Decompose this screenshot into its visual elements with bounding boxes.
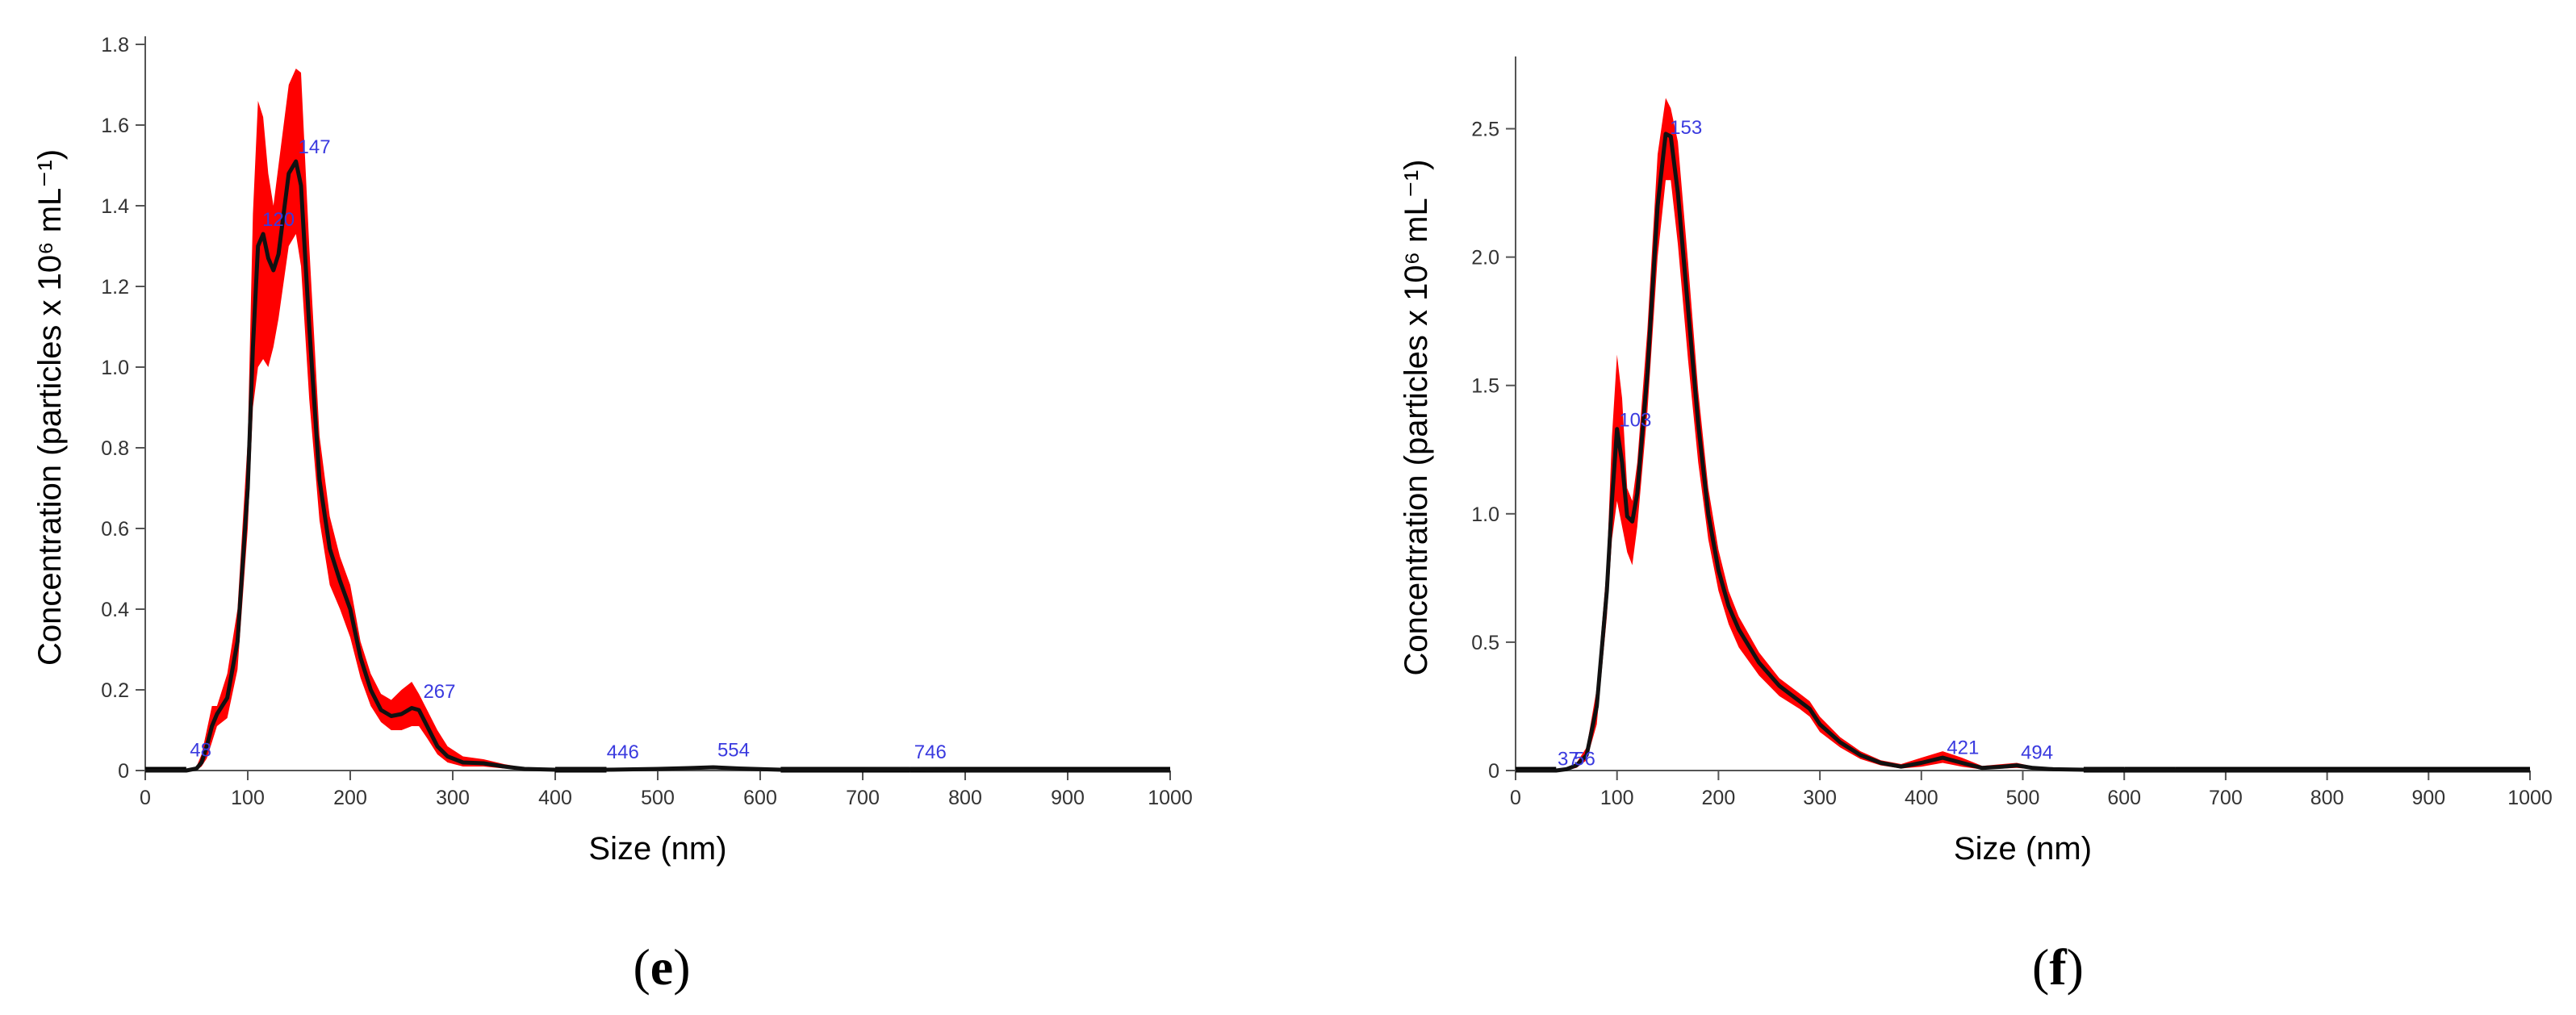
y-tick-label: 0.4 — [101, 599, 129, 621]
y-tick-label: 1.5 — [1471, 375, 1499, 398]
y-tick-label: 0.2 — [101, 679, 129, 702]
y-tick-label: 0 — [1488, 760, 1499, 783]
x-tick-label: 0 — [1510, 787, 1521, 809]
x-tick-label: 800 — [948, 787, 982, 809]
x-tick-label: 900 — [2411, 787, 2445, 809]
y-tick-label: 1.8 — [101, 34, 129, 56]
x-tick-label: 100 — [231, 787, 265, 809]
x-tick-label: 300 — [436, 787, 470, 809]
x-tick-label: 700 — [846, 787, 880, 809]
x-axis-title: Size (nm) — [588, 831, 726, 867]
x-tick-label: 1000 — [1148, 787, 1193, 809]
x-tick-label: 800 — [2310, 787, 2344, 809]
peak-label: 494 — [2021, 742, 2053, 764]
x-tick-label: 600 — [743, 787, 777, 809]
chart-f: 0 100 200 300 400 500 600 700 800 900 1000 0 0.5 1.0 1… — [1399, 56, 2553, 867]
y-tick-label: 1.2 — [101, 276, 129, 299]
peak-label: 56 — [1574, 749, 1595, 771]
x-tick-label: 300 — [1803, 787, 1837, 809]
peak-label: 120 — [262, 209, 295, 231]
chart-e: 0 100 200 300 400 500 600 700 800 900 1000 0 0.2 0.4 0… — [32, 34, 1193, 867]
y-tick-label: 0 — [118, 760, 129, 783]
peak-label: 48 — [190, 740, 211, 762]
peak-label: 153 — [1670, 117, 1702, 139]
x-tick-label: 100 — [1600, 787, 1634, 809]
peak-label: 103 — [1619, 410, 1651, 432]
x-tick-label: 600 — [2107, 787, 2141, 809]
y-axis-title: Concentration (particles x 10⁶ mL⁻¹) — [32, 149, 68, 666]
peak-label: 446 — [607, 741, 639, 763]
peak-label: 421 — [1947, 737, 1979, 758]
y-tick-label: 2.0 — [1471, 247, 1499, 269]
x-tick-label: 200 — [1702, 787, 1736, 809]
y-axis-title: Concentration (particles x 10⁶ mL⁻¹) — [1399, 159, 1434, 675]
x-tick-label: 200 — [333, 787, 367, 809]
mean-line — [1516, 132, 2531, 773]
x-tick-label: 400 — [1905, 787, 1938, 809]
peak-label: 554 — [717, 740, 750, 762]
y-tick-label: 0.5 — [1471, 632, 1499, 654]
y-tick-label: 0.8 — [101, 437, 129, 460]
y-tick-label: 1.6 — [101, 115, 129, 137]
x-tick-label: 700 — [2209, 787, 2243, 809]
mean-line — [145, 159, 1171, 773]
peak-label: 147 — [299, 136, 331, 158]
y-tick-label: 0.6 — [101, 518, 129, 541]
y-tick-label: 1.0 — [101, 357, 129, 379]
x-tick-label: 500 — [641, 787, 675, 809]
peak-label: 37 — [1558, 749, 1579, 771]
y-tick-label: 1.0 — [1471, 503, 1499, 526]
x-tick-label: 1000 — [2507, 787, 2553, 809]
x-tick-label: 400 — [538, 787, 572, 809]
x-tick-label: 500 — [2006, 787, 2040, 809]
panel-label-f: (f) — [2032, 938, 2084, 996]
x-axis-title: Size (nm) — [1954, 831, 2092, 867]
x-tick-label: 0 — [140, 787, 151, 809]
x-tick-label: 900 — [1051, 787, 1085, 809]
y-tick-label: 1.4 — [101, 195, 129, 218]
peak-label: 746 — [914, 741, 947, 763]
peak-label: 267 — [423, 681, 455, 703]
y-tick-label: 2.5 — [1471, 119, 1499, 141]
panel-label-e: (e) — [633, 938, 690, 996]
